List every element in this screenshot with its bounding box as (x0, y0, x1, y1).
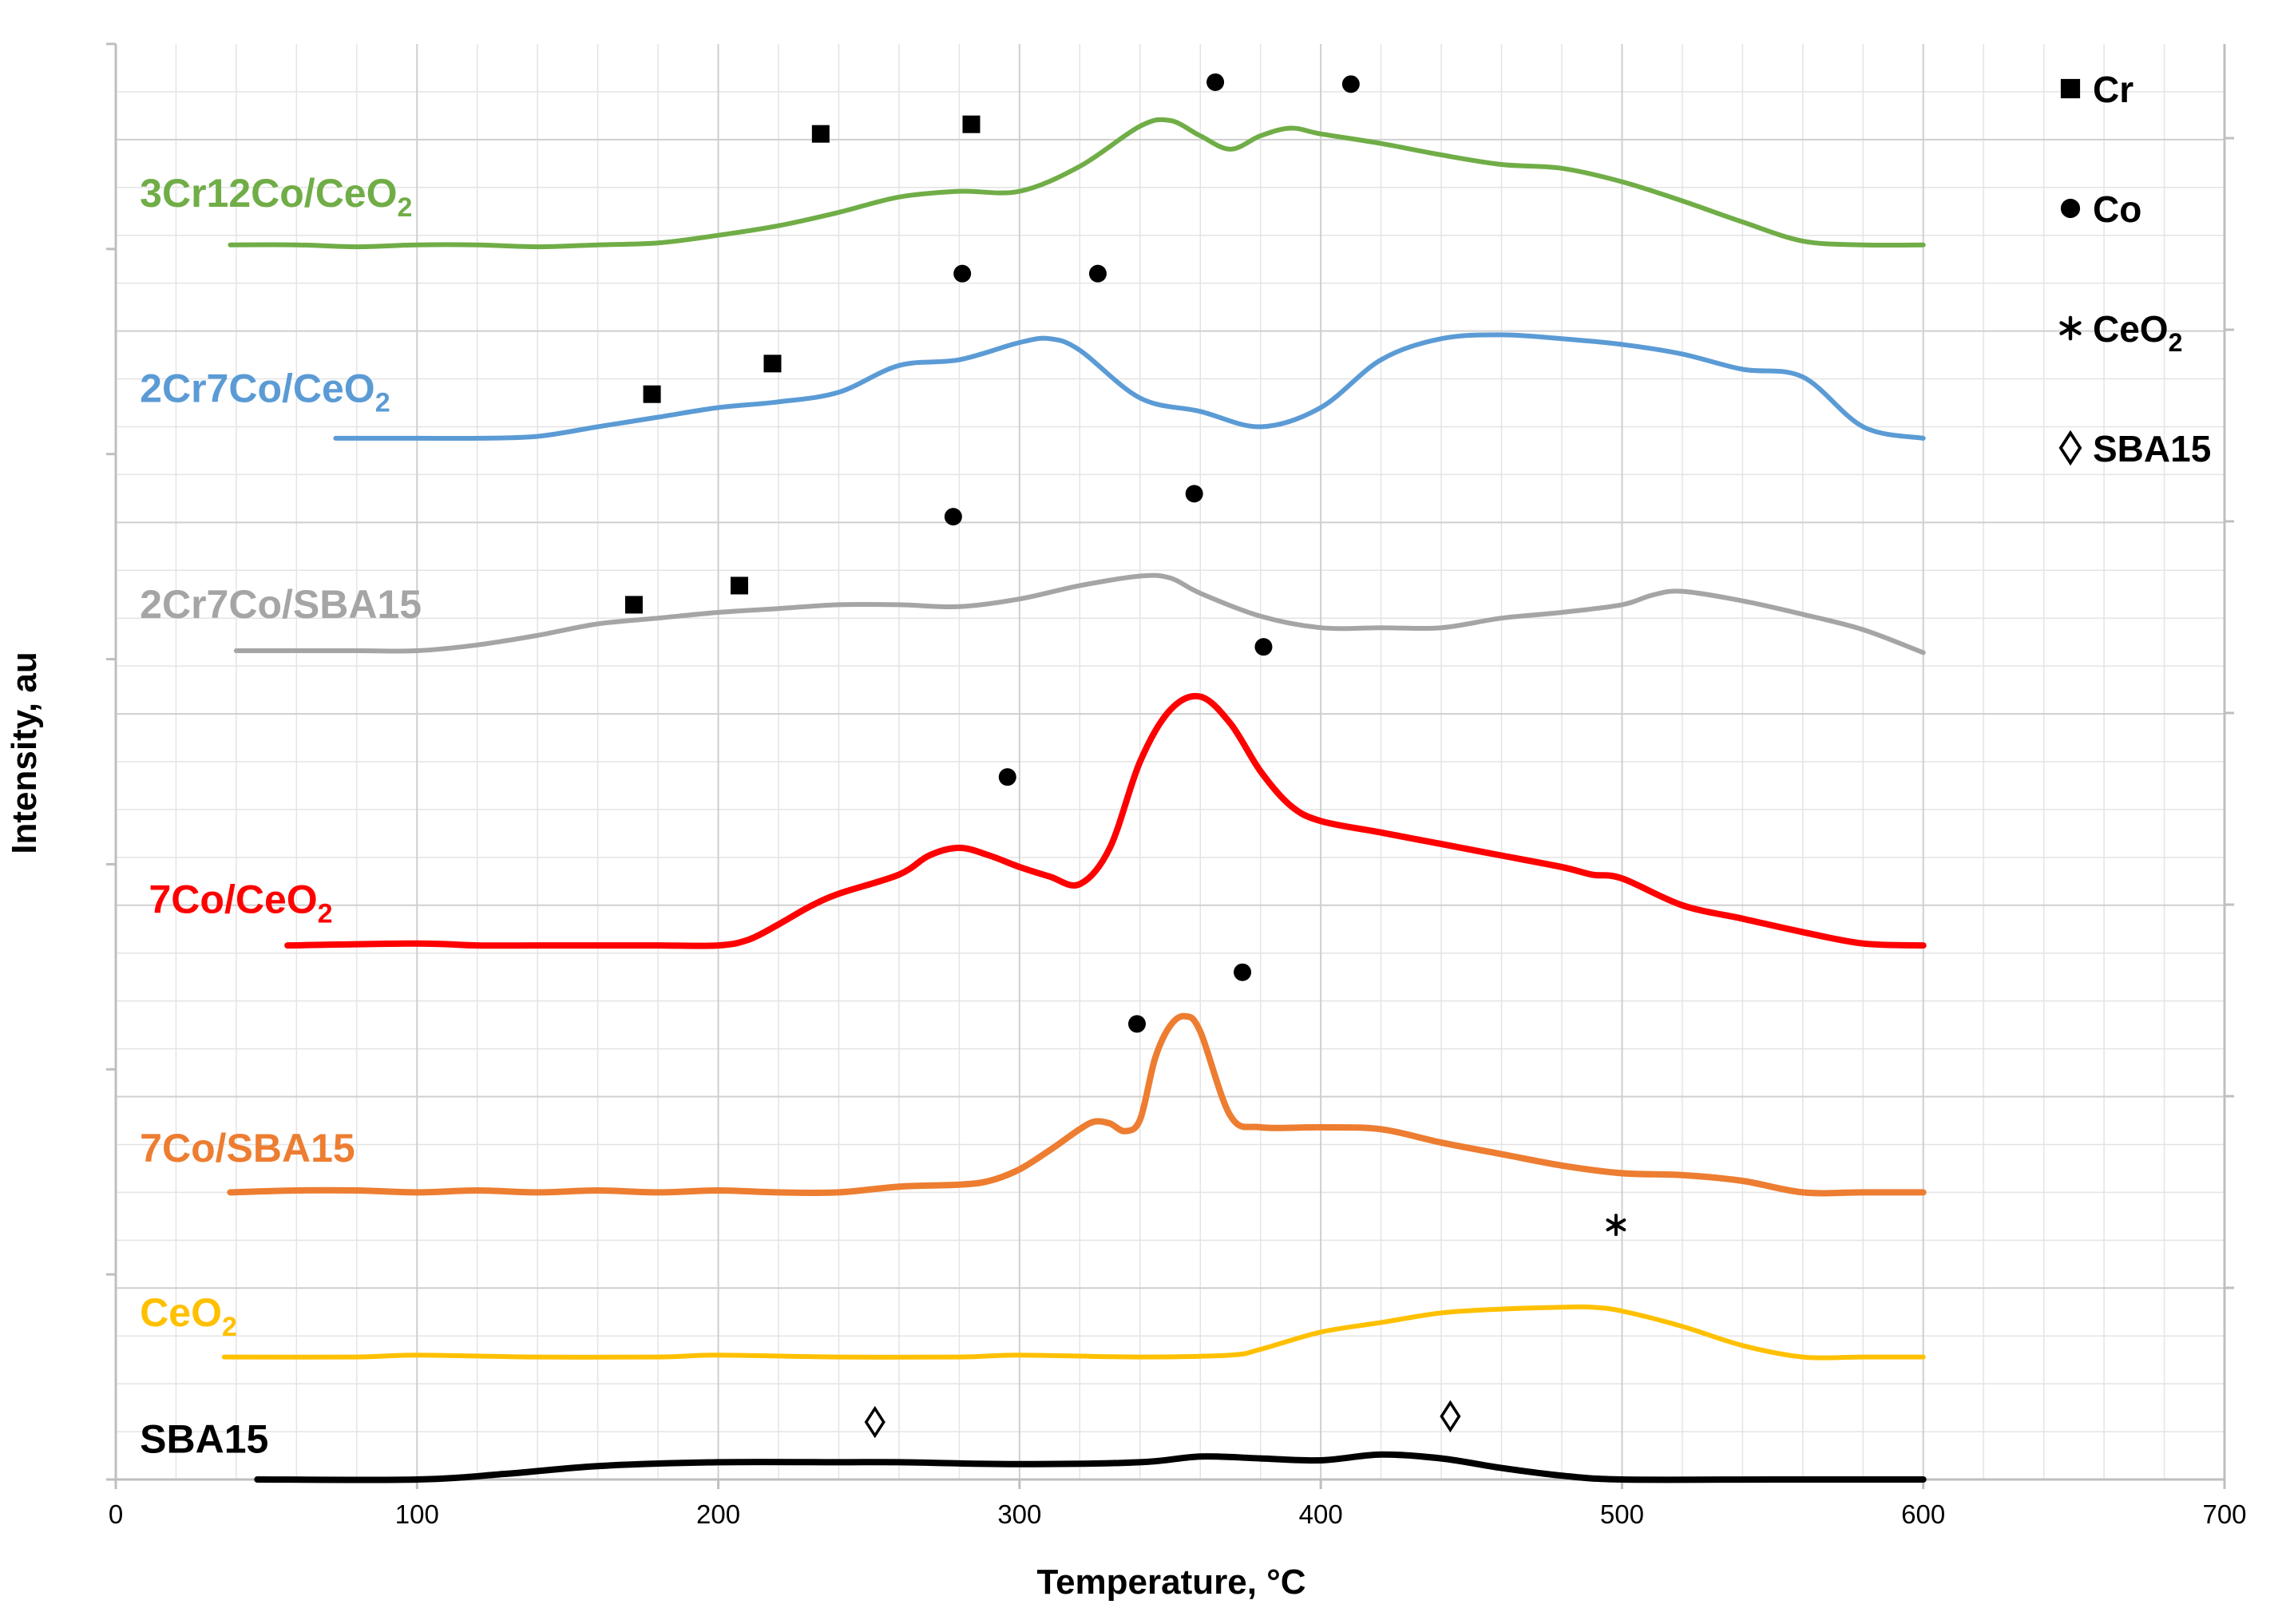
series-label-sba15: SBA15 (140, 1416, 268, 1461)
series-label-7co-sba15: 7Co/SBA15 (140, 1126, 355, 1170)
marker-asterisk-ceo2 (2059, 315, 2082, 341)
marker-square-cr (763, 355, 782, 373)
marker-circle-co (1341, 75, 1360, 93)
marker-circle-co (953, 264, 972, 283)
legend-label: CeO2 (2093, 308, 2182, 357)
x-tick-label: 400 (1299, 1499, 1343, 1529)
marker-diamond-sba15 (864, 1405, 885, 1439)
marker-square-cr (730, 576, 748, 595)
x-tick-label: 0 (109, 1499, 123, 1529)
annotation-markers (624, 73, 1626, 1439)
series-label-3cr12co-ceo2: 3Cr12Co/CeO2 (140, 171, 412, 223)
legend-label: Cr (2093, 69, 2133, 110)
marker-square-cr (624, 596, 643, 614)
marker-square-cr (811, 125, 830, 143)
marker-asterisk-ceo2 (1606, 1214, 1626, 1237)
grid-minor (116, 44, 2225, 1479)
legend-item-cr: Cr (2060, 69, 2133, 110)
x-tick-label: 500 (1600, 1499, 1644, 1529)
marker-circle-co (1185, 485, 1203, 503)
marker-diamond-sba15 (2058, 430, 2082, 466)
marker-diamond-sba15 (1440, 1400, 1461, 1433)
legend-label: SBA15 (2093, 428, 2211, 469)
legend-label: Co (2093, 188, 2141, 230)
marker-circle-co (1088, 264, 1107, 283)
series-lines (221, 117, 1927, 1483)
asterisk-stroke (2059, 321, 2082, 335)
marker-circle-co (1206, 73, 1225, 91)
series-label-7co-ceo2: 7Co/CeO2 (149, 877, 333, 929)
x-tick-label: 600 (1901, 1499, 1945, 1529)
legend-item-ceo2: CeO2 (2059, 308, 2182, 357)
y-axis-label: Intensity, au (5, 652, 44, 854)
x-tick-labels: 0 100 200 300 400 500 600 700 (109, 1499, 2247, 1529)
marker-circle-co (944, 508, 962, 526)
series-label-ceo2: CeO2 (140, 1290, 237, 1342)
legend-item-co: Co (2060, 188, 2141, 230)
series-label-2cr7co-sba15: 2Cr7Co/SBA15 (140, 582, 422, 627)
series-line-sba15 (254, 1451, 1927, 1483)
marker-circle-co (1254, 638, 1273, 656)
series-line-2cr7co-sba15 (233, 572, 1926, 656)
marker-circle-co (1127, 1015, 1146, 1033)
asterisk-stroke (1606, 1218, 1626, 1232)
x-tick-label: 300 (997, 1499, 1041, 1529)
x-tick-label: 100 (395, 1499, 439, 1529)
series-line-ceo2 (221, 1304, 1926, 1361)
series-labels: 3Cr12Co/CeO2 2Cr7Co/CeO2 2Cr7Co/SBA15 7Co/C… (140, 171, 422, 1462)
marker-square-cr (962, 115, 981, 133)
marker-circle-co (1234, 963, 1252, 981)
series-line-3cr12co-ceo2 (228, 117, 1926, 250)
x-axis-label: Temperature, °C (1036, 1563, 1305, 1602)
marker-square-cr (643, 385, 661, 403)
marker-circle-co (998, 768, 1016, 786)
marker-circle-co (2060, 198, 2081, 219)
series-line-7co-sba15 (227, 1012, 1927, 1197)
x-tick-label: 700 (2202, 1499, 2246, 1529)
marker-square-cr (2060, 78, 2081, 99)
series-label-2cr7co-ceo2: 2Cr7Co/CeO2 (140, 366, 390, 418)
x-tick-label: 200 (696, 1499, 740, 1529)
series-line-7co-ceo2 (284, 692, 1927, 949)
series-line-2cr7co-ceo2 (333, 332, 1926, 442)
legend: Cr Co CeO2 SBA15 (2058, 69, 2211, 469)
legend-item-sba15: SBA15 (2058, 428, 2211, 469)
